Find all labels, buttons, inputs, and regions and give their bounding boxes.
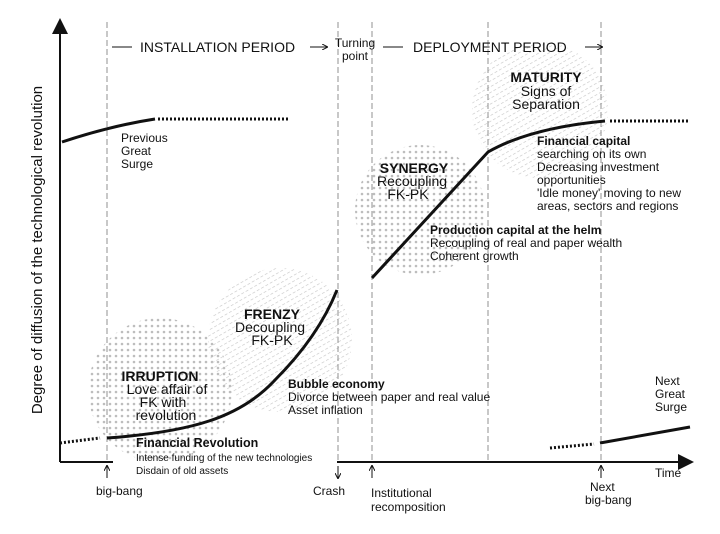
svg-text:revolution: revolution: [136, 407, 197, 423]
crash-label: Crash: [313, 484, 345, 498]
phase-maturity: MATURITY Signs of Separation: [510, 69, 582, 112]
svg-text:'Idle money' moving to new: 'Idle money' moving to new: [537, 186, 681, 200]
svg-text:IRRUPTION: IRRUPTION: [122, 368, 199, 384]
y-axis-label: Degree of diffusion of the technological…: [29, 86, 46, 414]
phase-frenzy: FRENZY Decoupling FK-PK: [235, 306, 305, 348]
phase-synergy: SYNERGY Recoupling FK-PK: [377, 160, 449, 202]
svg-text:areas, sectors and regions: areas, sectors and regions: [537, 199, 678, 213]
svg-text:Coherent growth: Coherent growth: [430, 249, 519, 263]
turning-point-label-1: Turning: [335, 36, 375, 50]
svg-text:MATURITY: MATURITY: [510, 69, 582, 85]
next-big-bang-label-2: big-bang: [585, 493, 632, 507]
svg-text:searching on its own: searching on its own: [537, 147, 646, 161]
installation-period-label: INSTALLATION PERIOD: [140, 39, 295, 55]
svg-text:FK-PK: FK-PK: [387, 186, 429, 202]
svg-text:Previous: Previous: [121, 131, 168, 145]
previous-surge-label: Previous Great Surge: [121, 131, 168, 171]
svg-text:Intense funding of the new tec: Intense funding of the new technologies: [136, 453, 312, 464]
note-financial-capital: Financial capital searching on its own D…: [537, 134, 681, 213]
turning-point-label-2: point: [342, 49, 369, 63]
phase-dividers: [106, 22, 602, 462]
svg-text:Recoupling of real and paper w: Recoupling of real and paper wealth: [430, 236, 622, 250]
event-arrows: [107, 466, 601, 478]
event-labels: big-bang Crash Institutional recompositi…: [96, 480, 632, 514]
frenzy-circle: [208, 268, 352, 412]
deployment-period-label: DEPLOYMENT PERIOD: [413, 39, 567, 55]
svg-text:Decreasing investment: Decreasing investment: [537, 160, 660, 174]
next-big-bang-label-1: Next: [590, 480, 615, 494]
svg-text:Bubble economy: Bubble economy: [288, 377, 385, 391]
big-bang-label: big-bang: [96, 484, 143, 498]
svg-text:Great: Great: [121, 144, 152, 158]
synergy-circle: [355, 145, 485, 275]
svg-text:Great: Great: [655, 387, 686, 401]
institutional-label-2: recomposition: [371, 500, 446, 514]
svg-text:Recoupling: Recoupling: [377, 173, 447, 189]
phase-irruption: IRRUPTION Love affair of FK with revolut…: [122, 368, 208, 423]
svg-text:SYNERGY: SYNERGY: [380, 160, 449, 176]
svg-text:opportunities: opportunities: [537, 173, 606, 187]
note-financial-revolution: Financial Revolution Intense funding of …: [136, 436, 312, 477]
svg-text:FK-PK: FK-PK: [251, 332, 293, 348]
svg-text:Surge: Surge: [655, 400, 687, 414]
svg-text:FK with: FK with: [140, 394, 187, 410]
svg-text:Decoupling: Decoupling: [235, 319, 305, 335]
next-surge-label: Next Great Surge: [655, 374, 687, 414]
svg-text:Production capital at the helm: Production capital at the helm: [430, 223, 601, 237]
note-production-capital: Production capital at the helm Recouplin…: [430, 223, 622, 263]
svg-text:Next: Next: [655, 374, 680, 388]
svg-text:Love affair of: Love affair of: [127, 381, 208, 397]
svg-text:Financial capital: Financial capital: [537, 134, 630, 148]
note-bubble-economy: Bubble economy Divorce between paper and…: [288, 377, 490, 417]
surge-curves: [59, 117, 691, 450]
svg-text:Surge: Surge: [121, 157, 153, 171]
svg-text:Separation: Separation: [512, 96, 580, 112]
svg-text:Disdain of old assets: Disdain of old assets: [136, 466, 228, 477]
institutional-label-1: Institutional: [371, 486, 432, 500]
svg-text:Divorce between paper and real: Divorce between paper and real value: [288, 390, 490, 404]
svg-text:Financial Revolution: Financial Revolution: [136, 436, 258, 450]
svg-text:FRENZY: FRENZY: [244, 306, 301, 322]
x-axis-label: Time: [655, 466, 682, 480]
svg-text:Asset inflation: Asset inflation: [288, 403, 363, 417]
svg-text:Signs of: Signs of: [521, 83, 572, 99]
